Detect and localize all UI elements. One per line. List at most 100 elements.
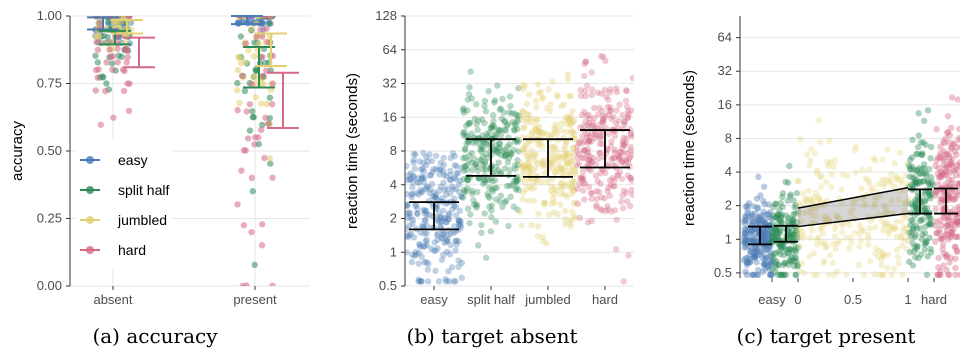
data-point	[580, 180, 587, 188]
data-point	[953, 219, 960, 227]
data-point	[949, 155, 956, 163]
y-tick-label: 4	[390, 177, 397, 192]
data-point	[812, 150, 819, 157]
data-point	[596, 149, 604, 157]
data-point	[886, 223, 893, 230]
data-point	[569, 157, 576, 165]
data-point	[755, 214, 763, 222]
data-point	[628, 186, 634, 194]
y-tick-label: 0.5	[714, 265, 732, 280]
data-point	[438, 256, 446, 263]
data-point	[577, 175, 584, 182]
data-point	[848, 239, 855, 246]
data-point	[624, 149, 631, 157]
data-point	[627, 147, 634, 155]
data-point	[463, 187, 470, 195]
data-point	[775, 211, 782, 219]
data-point	[741, 226, 748, 233]
data-point	[94, 74, 101, 81]
data-point	[819, 230, 827, 237]
data-point	[461, 145, 469, 153]
data-point	[618, 198, 625, 205]
data-point	[765, 236, 772, 243]
data-point	[880, 252, 888, 259]
data-point	[443, 219, 450, 226]
data-point	[879, 227, 887, 234]
data-point	[748, 210, 756, 217]
data-point	[944, 112, 952, 120]
data-point	[469, 190, 476, 197]
data-point	[916, 164, 923, 172]
data-point	[464, 176, 472, 184]
data-point	[524, 155, 532, 162]
data-point	[941, 204, 949, 211]
data-point	[569, 108, 576, 115]
data-point	[849, 205, 856, 213]
grid-c	[740, 37, 960, 274]
data-point	[446, 250, 454, 258]
data-point	[513, 184, 520, 191]
data-point	[92, 66, 100, 74]
data-point	[585, 139, 592, 147]
y-tick-label: 0.50	[37, 143, 62, 158]
data-point	[774, 229, 781, 237]
data-point	[754, 245, 762, 252]
data-point	[805, 198, 812, 205]
data-point	[604, 103, 612, 111]
data-point	[768, 259, 775, 267]
data-point	[754, 246, 761, 253]
data-point	[881, 202, 888, 210]
data-point	[902, 200, 910, 208]
data-point	[775, 226, 782, 233]
data-point	[937, 168, 945, 175]
data-point	[422, 207, 430, 215]
data-point	[473, 200, 480, 208]
data-point	[788, 253, 796, 261]
data-point	[742, 212, 750, 220]
data-point	[954, 248, 960, 256]
data-point	[831, 232, 839, 240]
legend-key-dot	[86, 156, 94, 164]
data-point	[755, 219, 762, 227]
data-point	[492, 196, 500, 203]
data-point	[821, 239, 828, 246]
data-point	[518, 222, 525, 229]
data-point	[500, 109, 508, 116]
data-point	[948, 189, 955, 196]
data-point	[910, 166, 917, 173]
data-point	[474, 167, 482, 175]
data-point	[953, 233, 960, 240]
data-point	[629, 133, 634, 140]
data-point	[627, 129, 634, 137]
data-point	[906, 162, 913, 169]
data-point	[927, 194, 934, 202]
data-point	[626, 154, 633, 161]
data-point	[588, 91, 595, 99]
data-point	[408, 194, 415, 201]
data-point	[821, 257, 828, 264]
fit-band-lower	[797, 212, 909, 228]
data-point	[904, 198, 912, 205]
data-point	[943, 227, 950, 235]
x-ticks-c: easy 0 0.5 1 hard	[758, 278, 947, 307]
data-point	[951, 148, 959, 155]
data-point	[480, 177, 487, 184]
data-point	[830, 163, 837, 170]
data-point	[558, 185, 565, 193]
data-point	[460, 155, 467, 162]
data-point	[614, 171, 621, 178]
data-point	[840, 171, 847, 178]
data-point	[761, 217, 769, 224]
data-point	[920, 117, 928, 125]
data-point	[762, 220, 769, 227]
data-point	[482, 176, 489, 183]
data-point	[97, 121, 105, 128]
data-point	[524, 118, 531, 126]
x-tick-label: jumbled	[524, 292, 571, 307]
data-point	[957, 136, 960, 144]
data-point	[767, 260, 775, 267]
data-point	[923, 171, 930, 179]
data-point	[269, 80, 277, 87]
data-point	[752, 244, 760, 252]
